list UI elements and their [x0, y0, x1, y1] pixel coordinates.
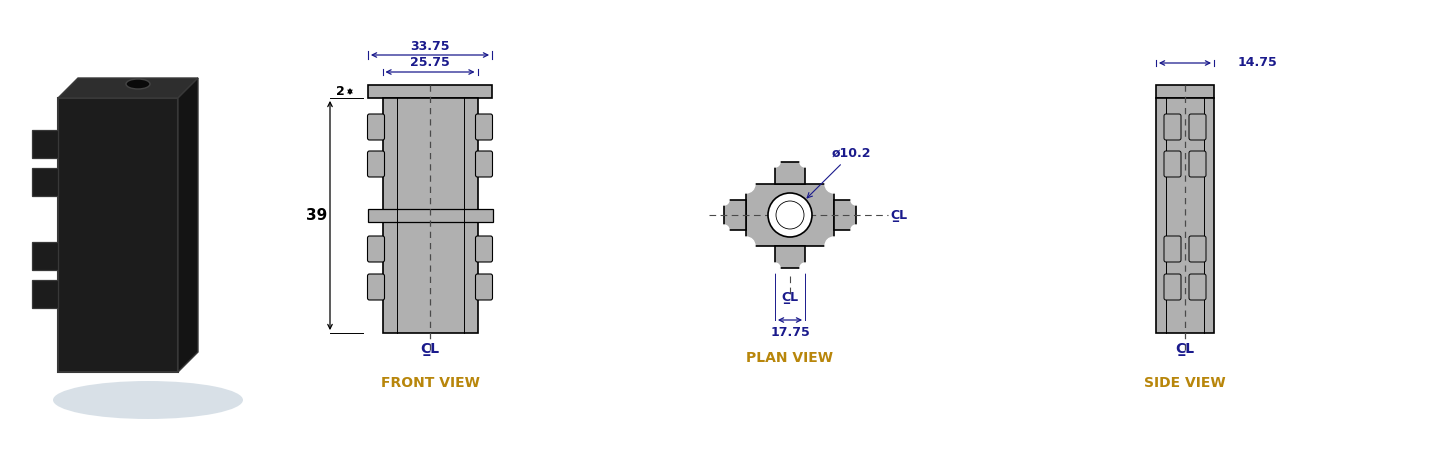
Text: C̲L: C̲L: [1176, 342, 1195, 356]
Polygon shape: [834, 200, 856, 230]
Polygon shape: [775, 162, 806, 184]
FancyBboxPatch shape: [368, 151, 385, 177]
FancyBboxPatch shape: [475, 151, 493, 177]
Text: C̲L: C̲L: [781, 292, 798, 304]
FancyBboxPatch shape: [368, 114, 385, 140]
Circle shape: [852, 225, 862, 235]
Text: 17.75: 17.75: [770, 327, 810, 339]
FancyBboxPatch shape: [1189, 114, 1206, 140]
FancyBboxPatch shape: [475, 114, 493, 140]
Polygon shape: [32, 280, 57, 308]
FancyBboxPatch shape: [475, 274, 493, 300]
Circle shape: [737, 237, 755, 255]
Polygon shape: [1156, 85, 1213, 98]
Circle shape: [800, 263, 810, 273]
FancyBboxPatch shape: [368, 236, 385, 262]
Polygon shape: [178, 78, 198, 372]
Ellipse shape: [53, 381, 243, 419]
Polygon shape: [724, 200, 745, 230]
FancyBboxPatch shape: [1165, 151, 1180, 177]
Text: ø10.2: ø10.2: [807, 147, 872, 198]
Text: 14.75: 14.75: [1238, 56, 1278, 70]
Ellipse shape: [126, 79, 149, 89]
Polygon shape: [32, 130, 57, 158]
Circle shape: [770, 263, 780, 273]
Polygon shape: [368, 208, 493, 222]
Text: PLAN VIEW: PLAN VIEW: [747, 351, 833, 365]
FancyBboxPatch shape: [1165, 274, 1180, 300]
Polygon shape: [32, 168, 57, 196]
FancyBboxPatch shape: [368, 274, 385, 300]
Polygon shape: [1156, 98, 1213, 333]
FancyBboxPatch shape: [1189, 236, 1206, 262]
Circle shape: [852, 195, 862, 205]
FancyBboxPatch shape: [1165, 114, 1180, 140]
FancyBboxPatch shape: [1165, 236, 1180, 262]
Circle shape: [826, 175, 843, 193]
Polygon shape: [745, 184, 834, 246]
Circle shape: [770, 157, 780, 167]
Text: 2: 2: [336, 85, 345, 98]
Text: 33.75: 33.75: [411, 40, 449, 52]
FancyBboxPatch shape: [1189, 274, 1206, 300]
Text: 39: 39: [306, 208, 327, 223]
Polygon shape: [32, 242, 57, 270]
Circle shape: [800, 157, 810, 167]
Polygon shape: [57, 78, 198, 98]
Text: SIDE VIEW: SIDE VIEW: [1144, 376, 1226, 390]
Text: C̲L: C̲L: [890, 208, 908, 222]
FancyBboxPatch shape: [1189, 151, 1206, 177]
Polygon shape: [368, 85, 493, 98]
Polygon shape: [57, 98, 178, 372]
Circle shape: [826, 237, 843, 255]
Text: C̲L: C̲L: [421, 342, 439, 356]
FancyBboxPatch shape: [475, 236, 493, 262]
Circle shape: [768, 193, 811, 237]
Text: FRONT VIEW: FRONT VIEW: [381, 376, 480, 390]
Circle shape: [719, 195, 729, 205]
Circle shape: [775, 201, 804, 229]
Polygon shape: [382, 98, 478, 333]
Text: 25.75: 25.75: [411, 56, 449, 70]
Circle shape: [737, 175, 755, 193]
Circle shape: [719, 225, 729, 235]
Polygon shape: [775, 246, 806, 268]
